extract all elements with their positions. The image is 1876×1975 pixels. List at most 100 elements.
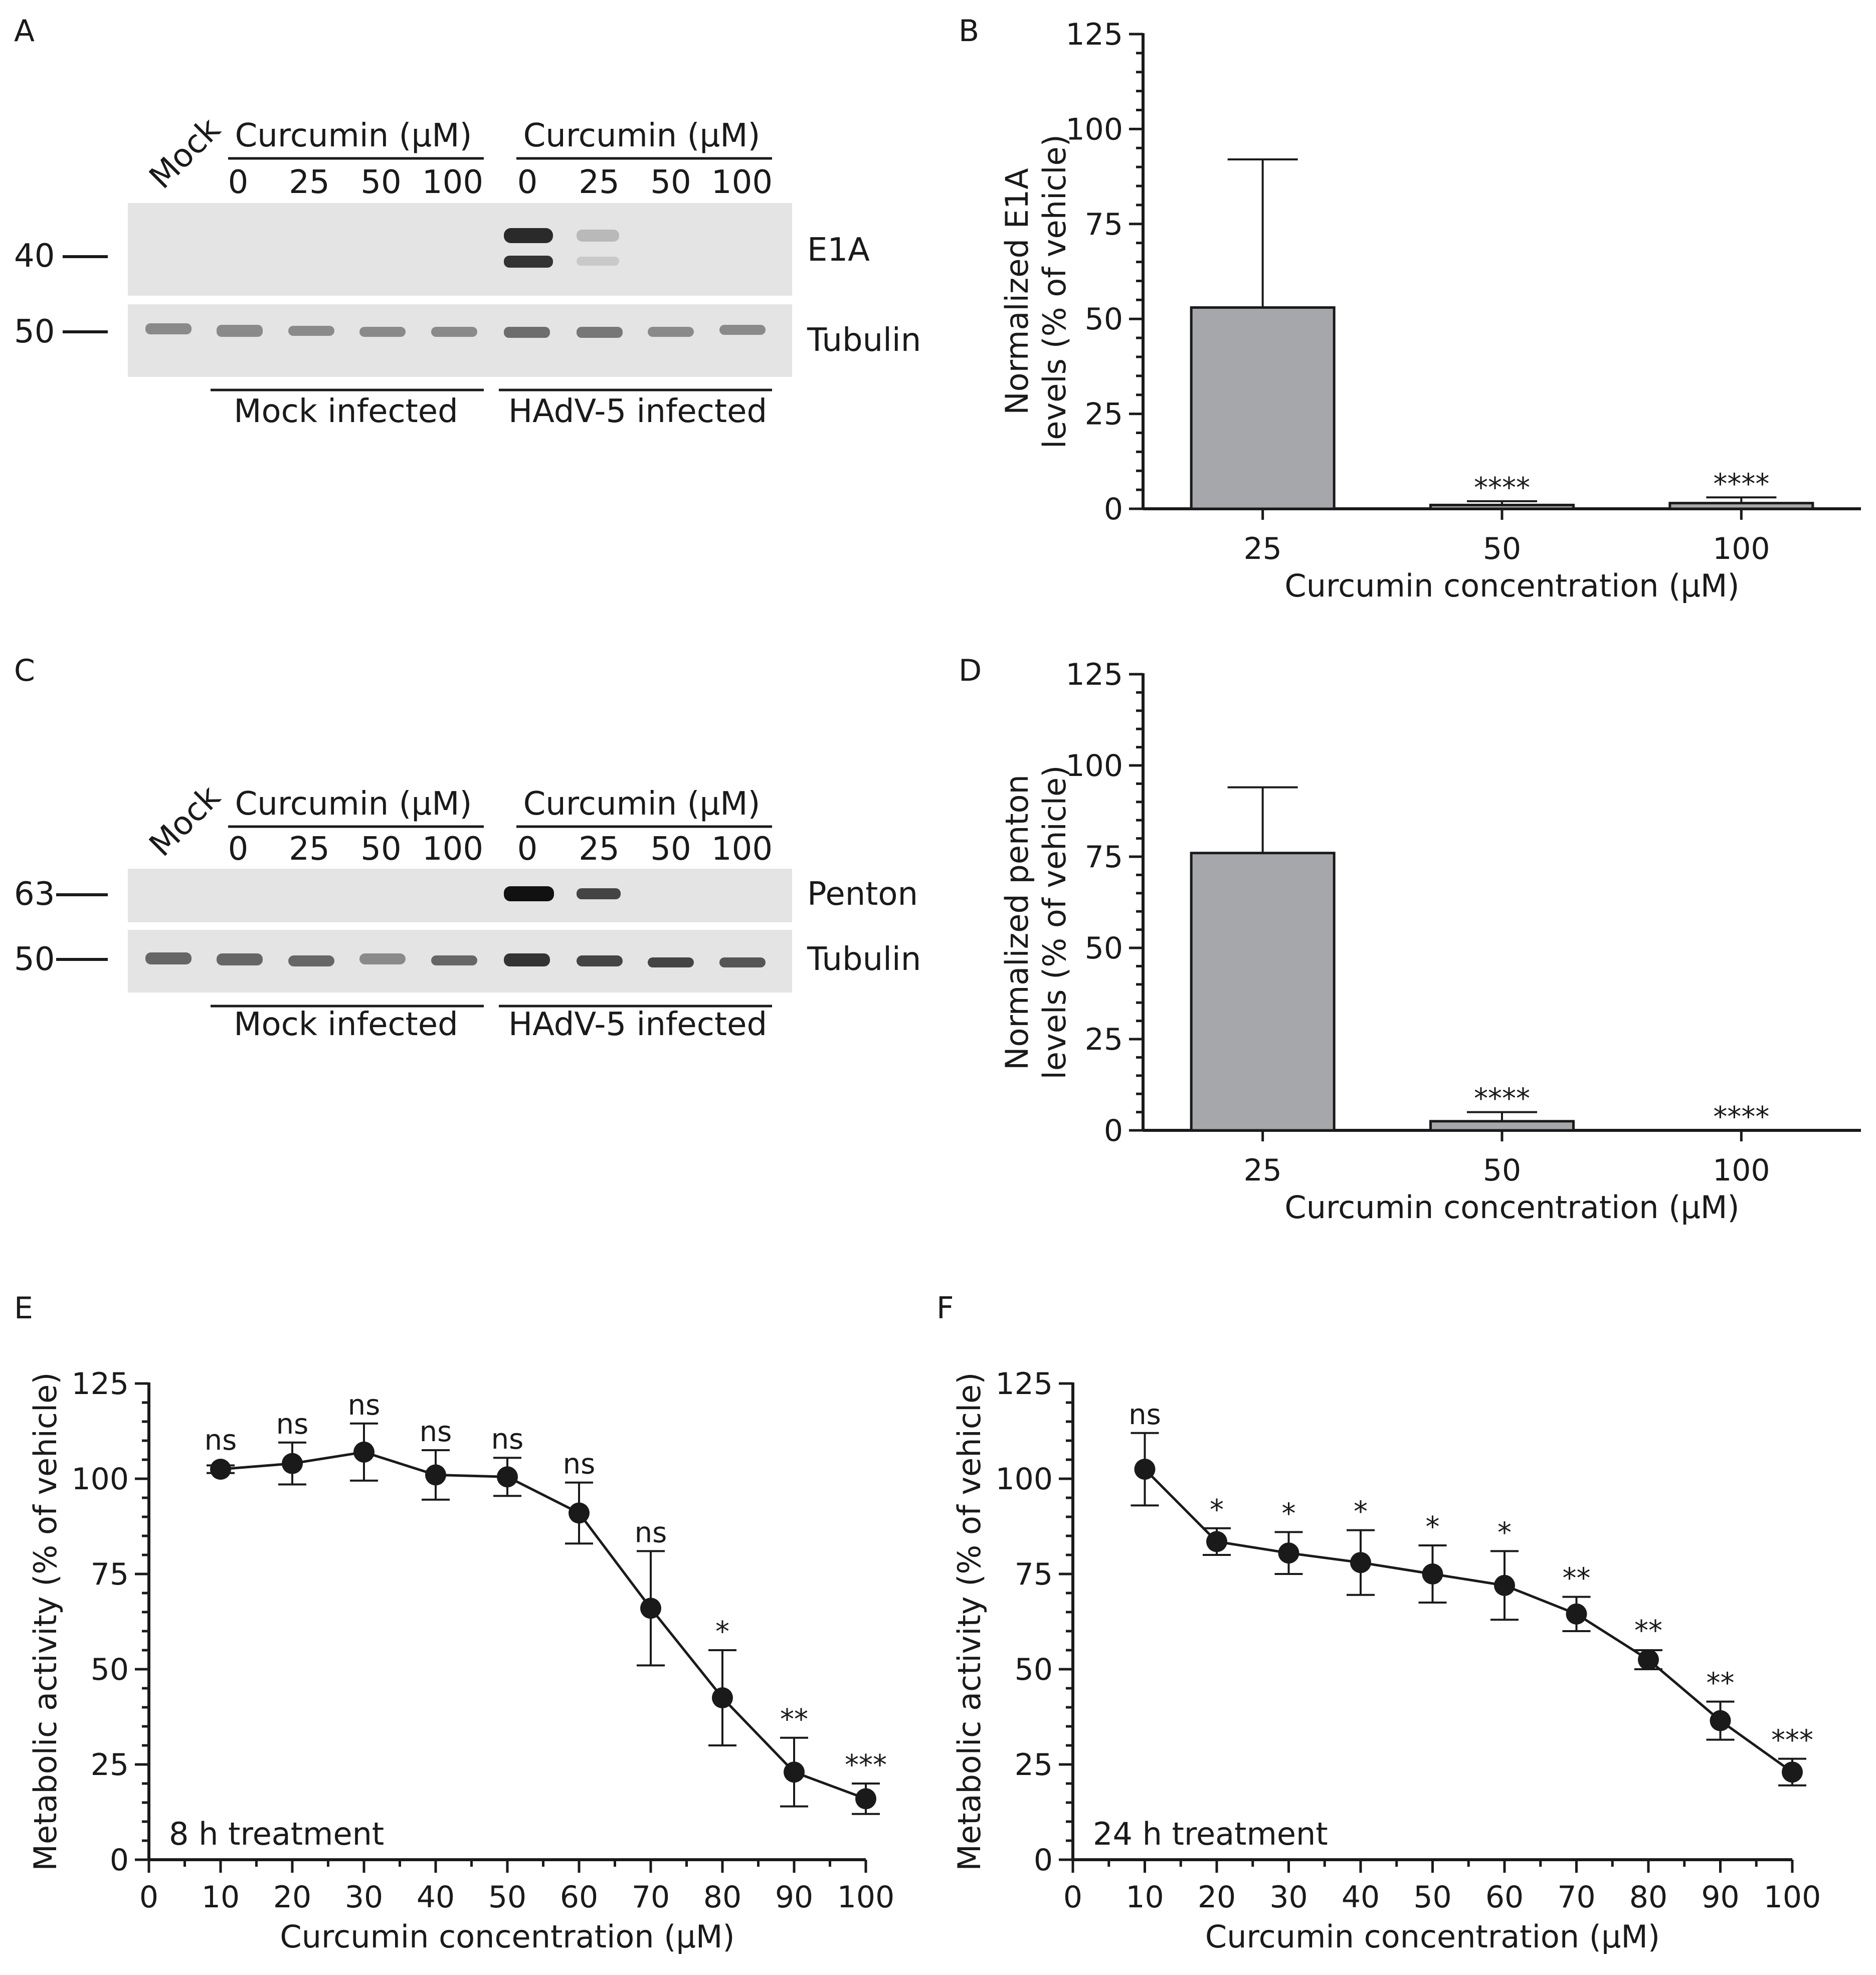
- significance-label: ns: [563, 1448, 596, 1481]
- x-tick-label: 60: [1485, 1880, 1524, 1915]
- tubulin-band: [288, 326, 334, 336]
- data-point: [855, 1788, 876, 1810]
- significance-label: ns: [276, 1408, 309, 1441]
- significance-label: ***: [845, 1749, 887, 1782]
- tubulin-band: [145, 952, 192, 964]
- y-tick-label: 125: [71, 1366, 129, 1402]
- significance-label: **: [780, 1703, 808, 1736]
- tubulin-band: [504, 953, 550, 966]
- y-tick-label: 50: [1085, 931, 1123, 966]
- data-point: [1350, 1552, 1371, 1573]
- y-tick-label: 100: [995, 1462, 1053, 1497]
- y-tick-label: 125: [995, 1366, 1053, 1402]
- y-tick-label: 0: [110, 1843, 129, 1878]
- tubulin-band: [719, 957, 766, 967]
- x-tick-label: 20: [1198, 1880, 1236, 1915]
- y-axis-title: Metabolic activity (% of vehicle): [951, 1372, 988, 1871]
- bar: [1190, 852, 1336, 1132]
- y-tick-label: 25: [1085, 397, 1123, 432]
- bar-chart-penton: 0 25 50 75 100 125 25 50 **** 100 **** Curcumin con…: [999, 657, 1861, 1226]
- x-tick-label: 100: [1764, 1880, 1821, 1915]
- x-tick-label: 60: [560, 1880, 598, 1915]
- x-tick-label: 30: [1269, 1880, 1307, 1915]
- x-tick-label: 90: [775, 1880, 813, 1915]
- significance-label: ns: [420, 1416, 452, 1448]
- data-point: [1710, 1710, 1731, 1731]
- data-point: [1494, 1574, 1515, 1596]
- curcumin-header-infected: Curcumin (μM): [523, 117, 761, 154]
- e1a-band: [504, 228, 553, 243]
- x-axis-title: Curcumin concentration (μM): [1284, 567, 1739, 604]
- tubulin-band: [431, 327, 477, 337]
- panel-label-c: C: [14, 653, 35, 688]
- e1a-band: [504, 256, 553, 268]
- lane-label: 25: [579, 164, 619, 201]
- lane-label: 50: [650, 831, 691, 868]
- panel-label-a: A: [14, 14, 35, 49]
- y-tick-label: 75: [1085, 207, 1123, 242]
- x-tick-label: 50: [1413, 1880, 1451, 1915]
- y-tick-label: 25: [1015, 1747, 1053, 1783]
- x-axis-title: Curcumin concentration (μM): [1284, 1189, 1739, 1226]
- tubulin-band: [431, 955, 477, 965]
- blot-label-tubulin: Tubulin: [807, 322, 921, 359]
- x-tick-label: 50: [1483, 531, 1521, 566]
- x-tick-label: 25: [1243, 531, 1281, 566]
- x-tick-label: 10: [202, 1880, 240, 1915]
- significance-label: *: [1210, 1494, 1224, 1526]
- series-line: [220, 1451, 866, 1800]
- lane-label: 50: [360, 831, 401, 868]
- y-tick-label: 50: [91, 1652, 129, 1687]
- lane-label: 0: [517, 831, 538, 868]
- x-tick-label: 30: [345, 1880, 383, 1915]
- e1a-band: [577, 230, 619, 242]
- penton-blot-strip: [128, 869, 792, 922]
- western-blot-c: Mock Curcumin (μM) Curcumin (μM) 0 25 50…: [14, 778, 921, 1043]
- y-tick-label: 100: [1065, 112, 1123, 147]
- tubulin-band: [504, 327, 550, 338]
- tubulin-band: [648, 327, 694, 337]
- mock-lane-label: Mock: [142, 778, 228, 864]
- panel-label-e: E: [14, 1291, 33, 1326]
- western-blot-a: Mock Curcumin (μM) Curcumin (μM) 0 25 50…: [14, 111, 921, 430]
- y-axis-title: Normalized E1A: [999, 168, 1035, 415]
- y-tick-label: 125: [1065, 657, 1123, 692]
- y-tick-label: 100: [71, 1462, 129, 1497]
- x-axis-title: Curcumin concentration (μM): [1205, 1918, 1660, 1955]
- x-tick-label: 70: [1557, 1880, 1595, 1915]
- x-axis-title: Curcumin concentration (μM): [280, 1918, 734, 1955]
- footer-hadv-infected: HAdV-5 infected: [508, 393, 767, 430]
- y-tick-label: 75: [1085, 840, 1123, 875]
- y-axis-title: Normalized penton: [999, 774, 1035, 1070]
- x-tick-label: 10: [1125, 1880, 1164, 1915]
- curcumin-header-infected: Curcumin (μM): [523, 785, 761, 823]
- data-point: [1422, 1563, 1443, 1585]
- significance-label: ****: [1713, 468, 1769, 500]
- lane-label: 100: [711, 164, 773, 201]
- x-tick-label: 20: [273, 1880, 311, 1915]
- significance-label: ns: [491, 1423, 524, 1456]
- significance-label: ns: [1129, 1399, 1161, 1431]
- x-tick-label: 80: [1629, 1880, 1667, 1915]
- lane-label: 100: [422, 164, 483, 201]
- lane-label: 50: [650, 164, 691, 201]
- significance-label: *: [1282, 1497, 1296, 1530]
- x-tick-label: 50: [1483, 1153, 1521, 1188]
- footer-mock-infected: Mock infected: [234, 393, 458, 430]
- bar: [1429, 1120, 1575, 1132]
- significance-label: ****: [1474, 1083, 1530, 1115]
- mock-lane-label: Mock: [142, 111, 228, 196]
- x-tick-label: 90: [1701, 1880, 1739, 1915]
- lane-label: 0: [228, 831, 249, 868]
- x-tick-label: 100: [1713, 1153, 1770, 1188]
- data-point: [353, 1441, 374, 1463]
- data-point: [1206, 1531, 1227, 1552]
- data-point: [497, 1466, 518, 1488]
- mw-marker-label: 50: [14, 313, 55, 350]
- significance-label: ns: [348, 1389, 381, 1422]
- y-tick-label: 125: [1065, 17, 1123, 52]
- tubulin-band: [217, 325, 263, 337]
- data-point: [1782, 1761, 1803, 1783]
- y-tick-label: 25: [91, 1747, 129, 1783]
- e1a-band: [577, 257, 619, 266]
